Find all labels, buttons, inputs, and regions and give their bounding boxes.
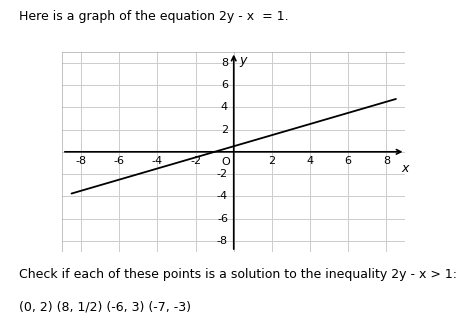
Text: -6: -6	[113, 156, 125, 166]
Text: O: O	[221, 157, 229, 167]
Text: -4: -4	[151, 156, 163, 166]
Text: y: y	[239, 54, 246, 67]
Text: -2: -2	[189, 156, 201, 166]
Text: (0, 2) (8, 1/2) (-6, 3) (-7, -3): (0, 2) (8, 1/2) (-6, 3) (-7, -3)	[19, 300, 191, 313]
Text: -4: -4	[217, 191, 228, 201]
Text: 8: 8	[220, 58, 228, 68]
Text: 4: 4	[306, 156, 313, 166]
Text: Here is a graph of the equation 2y - x  = 1.: Here is a graph of the equation 2y - x =…	[19, 10, 288, 23]
Text: 2: 2	[268, 156, 275, 166]
Text: -2: -2	[217, 169, 228, 179]
Text: 8: 8	[382, 156, 389, 166]
Text: -8: -8	[75, 156, 87, 166]
Text: 4: 4	[220, 102, 228, 112]
Text: -6: -6	[217, 214, 228, 224]
Text: Check if each of these points is a solution to the inequality 2y - x > 1:: Check if each of these points is a solut…	[19, 268, 456, 281]
Text: 6: 6	[344, 156, 351, 166]
Text: 2: 2	[220, 125, 228, 135]
Text: x: x	[401, 162, 408, 175]
Text: 6: 6	[220, 80, 228, 90]
Text: -8: -8	[217, 236, 228, 246]
